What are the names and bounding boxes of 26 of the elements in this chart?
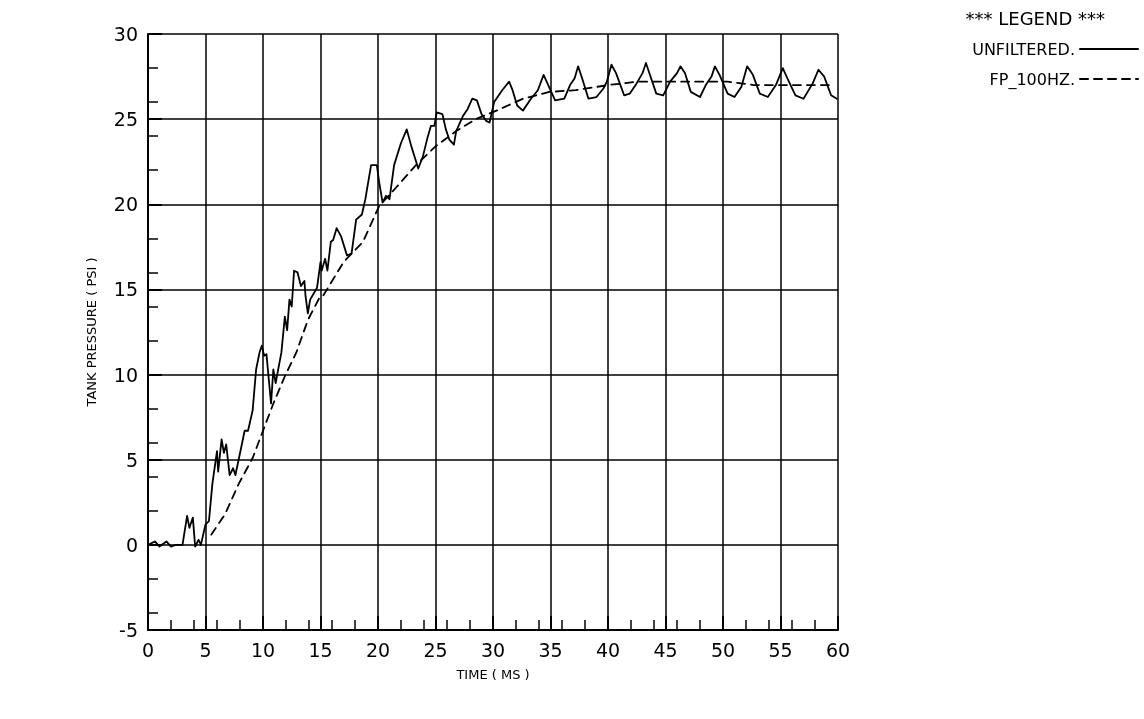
y-tick-label: 0: [125, 533, 138, 556]
x-tick-label: 55: [768, 638, 793, 661]
y-axis-title: TANK PRESSURE ( PSI ): [84, 257, 99, 408]
x-tick-label: 35: [538, 638, 563, 661]
x-tick-label: 45: [653, 638, 678, 661]
legend-label: UNFILTERED.: [972, 39, 1075, 59]
x-tick-label: 40: [595, 638, 621, 661]
y-tick-label: 15: [113, 278, 138, 301]
x-tick-label: 25: [423, 638, 448, 661]
x-tick-label: 60: [825, 638, 851, 661]
x-tick-label: 0: [141, 638, 155, 661]
y-tick-label: 20: [113, 193, 138, 216]
x-tick-label: 5: [199, 638, 212, 661]
legend-title: *** LEGEND ***: [965, 7, 1106, 29]
x-tick-label: 30: [480, 638, 506, 661]
y-tick-label: 10: [113, 363, 138, 386]
x-tick-label: 50: [710, 638, 736, 661]
x-tick-label: 20: [365, 638, 391, 661]
x-tick-label: 10: [250, 638, 276, 661]
y-tick-label: -5: [119, 619, 138, 641]
x-axis-title: TIME ( MS ): [455, 667, 530, 682]
legend-label: FP_100HZ.: [989, 69, 1075, 90]
y-tick-label: 30: [113, 23, 138, 45]
x-tick-label: 15: [308, 638, 333, 661]
y-tick-label: 5: [125, 448, 138, 471]
y-tick-label: 25: [113, 108, 138, 131]
